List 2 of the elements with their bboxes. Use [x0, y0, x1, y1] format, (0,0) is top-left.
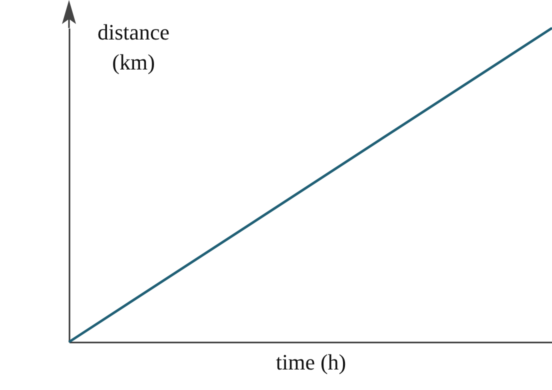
x-axis-title: time (h): [276, 350, 346, 374]
y-axis-title: distance (km): [97, 20, 170, 74]
